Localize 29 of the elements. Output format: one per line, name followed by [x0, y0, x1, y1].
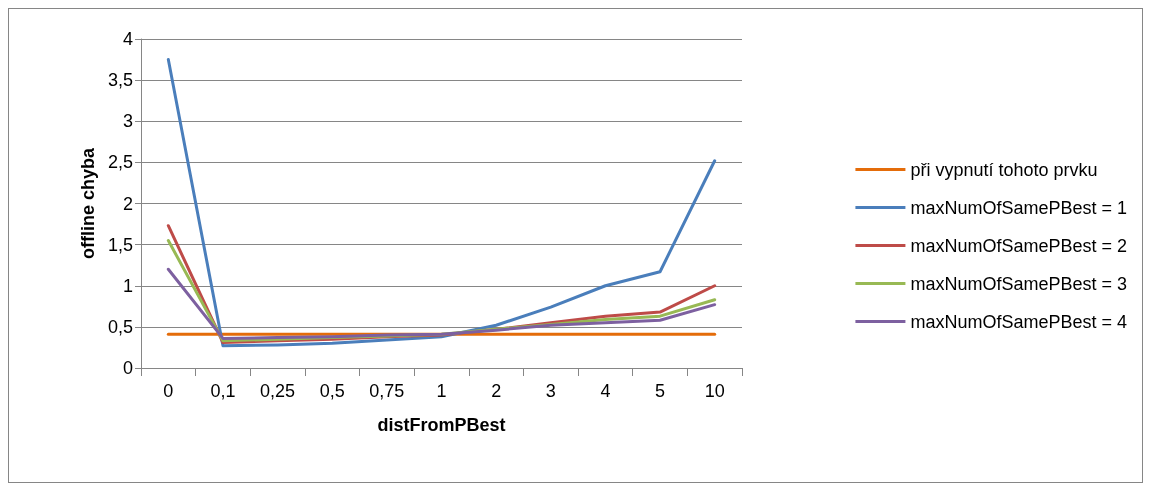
- x-tick-label: 1: [436, 381, 447, 401]
- legend-label: maxNumOfSamePBest = 3: [910, 273, 1128, 294]
- x-tick-label: 2: [491, 381, 502, 401]
- x-axis-title: distFromPBest: [377, 415, 506, 435]
- y-tick-label: 3: [122, 111, 133, 132]
- x-tick-label: 4: [600, 381, 611, 401]
- legend-label: při vypnutí tohoto prvku: [910, 159, 1098, 180]
- x-tick-label: 5: [655, 381, 666, 401]
- x-tick-label: 0,1: [210, 381, 236, 401]
- y-tick-label: 1,5: [107, 234, 133, 255]
- y-tick-label: 4: [122, 29, 133, 49]
- x-tick-label: 0,5: [319, 381, 345, 401]
- y-tick-label: 0: [122, 358, 133, 378]
- y-axis-title: offline chyba: [78, 147, 99, 260]
- line-series: [166, 58, 717, 348]
- x-tick-label: 10: [704, 381, 725, 401]
- x-tick-label: 0: [163, 381, 174, 401]
- y-tick-label: 2: [122, 193, 133, 214]
- y-tick-label: 2,5: [107, 152, 133, 173]
- legend-label: maxNumOfSamePBest = 2: [910, 235, 1128, 256]
- x-tick-label: 0,25: [260, 381, 296, 401]
- legend-label: maxNumOfSamePBest = 4: [910, 311, 1128, 332]
- line-series: [166, 267, 717, 340]
- y-tick-label: 0,5: [107, 316, 133, 337]
- legend-label: maxNumOfSamePBest = 1: [910, 197, 1128, 218]
- y-tick-label: 3,5: [107, 70, 133, 91]
- y-tick-label: 1: [122, 275, 133, 296]
- x-tick-label: 3: [545, 381, 556, 401]
- x-tick-label: 0,75: [369, 381, 405, 401]
